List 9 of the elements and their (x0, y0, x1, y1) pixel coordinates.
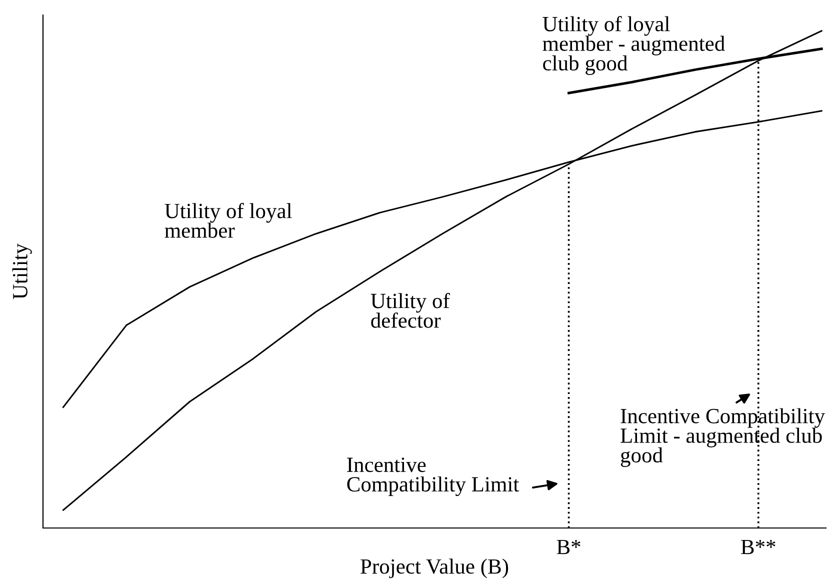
series-label: Utility of defector (370, 292, 450, 328)
annotation: Incentive Compatibility Limit (347, 458, 520, 496)
annotation: Incentive Compatibility Limit - augmented club good (620, 408, 825, 467)
series-label: Utility of loyal member - augmented club good (542, 16, 725, 75)
y-axis-title: Utility (12, 243, 32, 300)
x-axis-title: Project Value (B) (360, 558, 508, 578)
series-label: Utility of loyal member (164, 202, 292, 238)
x-tick-label: B** (741, 540, 776, 554)
x-tick-label: B* (556, 540, 580, 554)
